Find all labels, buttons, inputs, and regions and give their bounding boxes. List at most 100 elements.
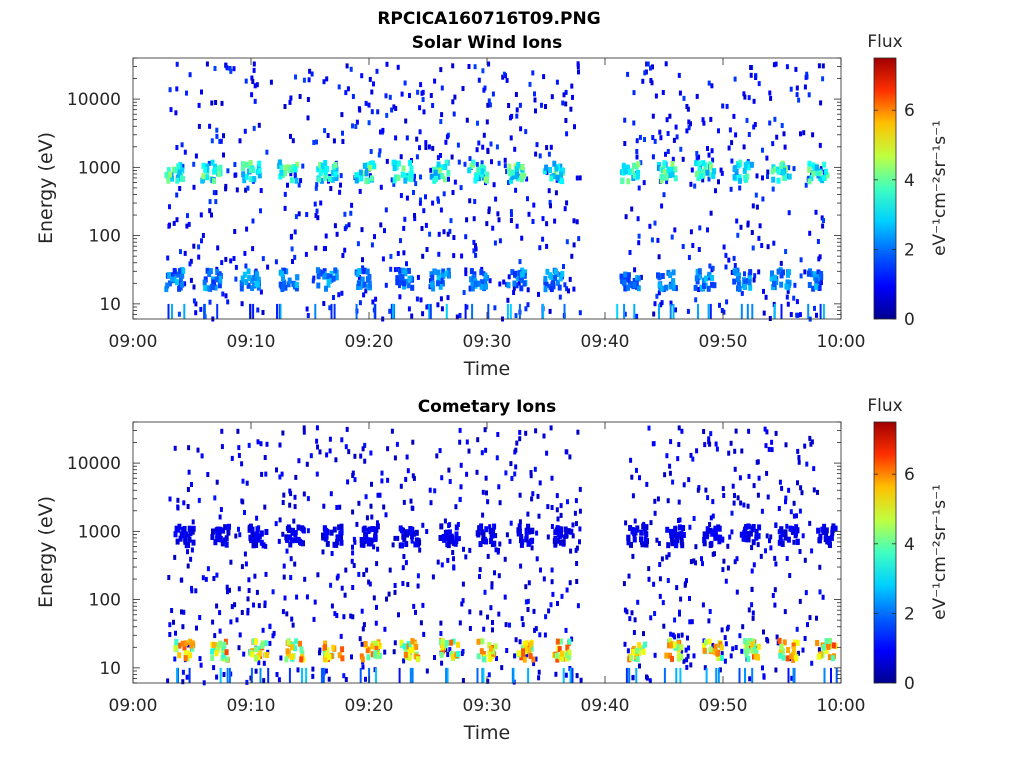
heatmap-cell — [725, 299, 729, 305]
heatmap-cell — [445, 303, 448, 319]
heatmap-cell — [698, 164, 702, 170]
heatmap-cell — [354, 124, 358, 129]
heatmap-cell — [812, 271, 817, 278]
heatmap-cell — [339, 529, 344, 536]
heatmap-cell — [210, 534, 215, 540]
heatmap-cell — [388, 567, 392, 573]
heatmap-cell — [717, 179, 720, 185]
heatmap-cell — [433, 655, 436, 660]
heatmap-cell — [768, 538, 771, 544]
heatmap-cell — [628, 616, 632, 622]
heatmap-cell — [565, 200, 569, 206]
heatmap-cell — [341, 253, 345, 258]
heatmap-cell — [724, 264, 728, 270]
heatmap-cell — [636, 216, 640, 222]
heatmap-cell — [538, 632, 542, 638]
heatmap-cell — [633, 617, 637, 623]
heatmap-cell — [442, 176, 447, 183]
heatmap-cell — [452, 111, 456, 117]
heatmap-cell — [624, 520, 628, 526]
heatmap-cell — [278, 474, 282, 480]
heatmap-cell — [374, 296, 378, 302]
heatmap-cell — [293, 561, 297, 567]
heatmap-cell — [728, 127, 732, 133]
heatmap-cell — [217, 171, 222, 178]
heatmap-cell — [702, 647, 707, 654]
heatmap-cell — [666, 166, 671, 173]
heatmap-cell — [190, 547, 194, 553]
heatmap-cell — [526, 196, 529, 202]
heatmap-cell — [216, 303, 219, 319]
heatmap-cell — [436, 173, 441, 180]
heatmap-cell — [411, 439, 415, 445]
heatmap-cell — [185, 674, 189, 680]
heatmap-cell — [324, 533, 329, 540]
heatmap-cell — [672, 137, 676, 143]
heatmap-cell — [336, 573, 340, 579]
heatmap-cell — [685, 578, 688, 584]
heatmap-cell — [419, 620, 423, 626]
heatmap-cell — [403, 216, 407, 222]
heatmap-cell — [431, 285, 436, 292]
heatmap-cell — [677, 425, 681, 431]
heatmap-cell — [637, 233, 641, 239]
heatmap-cell — [287, 167, 292, 174]
heatmap-cell — [280, 270, 285, 277]
heatmap-cell — [738, 633, 742, 639]
y-tick-label: 100 — [89, 591, 121, 611]
heatmap-cell — [520, 235, 524, 241]
heatmap-cell — [451, 550, 455, 555]
heatmap-cell — [779, 260, 783, 266]
heatmap-cell — [559, 512, 563, 518]
heatmap-cell — [253, 573, 257, 579]
heatmap-cell — [784, 495, 788, 501]
heatmap-cell — [545, 145, 549, 151]
heatmap-cell — [623, 641, 627, 647]
heatmap-cell — [534, 428, 538, 434]
heatmap-cell — [794, 530, 798, 537]
heatmap-cell — [707, 436, 711, 442]
heatmap-cell — [526, 287, 530, 293]
heatmap-cell — [649, 65, 652, 71]
heatmap-cell — [277, 538, 281, 544]
heatmap-cell — [268, 623, 272, 629]
heatmap-cell — [657, 254, 661, 260]
heatmap-cell — [478, 541, 483, 548]
heatmap-cell — [188, 530, 193, 537]
heatmap-cell — [810, 271, 815, 278]
heatmap-cell — [447, 272, 451, 279]
heatmap-cell — [558, 539, 563, 546]
heatmap-cell — [412, 603, 416, 609]
heatmap-cell — [281, 500, 285, 505]
heatmap-cell — [458, 313, 462, 318]
heatmap-cell — [175, 86, 179, 92]
heatmap-cell — [340, 437, 344, 443]
heatmap-cell — [242, 177, 247, 184]
heatmap-cell — [686, 635, 689, 641]
heatmap-cell — [222, 641, 227, 648]
heatmap-cell — [803, 636, 807, 641]
heatmap-cell — [559, 171, 564, 178]
heatmap-cell — [263, 504, 267, 510]
heatmap-cell — [757, 81, 761, 87]
heatmap-cell — [322, 667, 325, 683]
figure-title: RPCICA160716T09.PNG — [377, 9, 600, 29]
heatmap-cell — [363, 458, 367, 464]
heatmap-cell — [731, 483, 735, 489]
heatmap-cell — [803, 84, 807, 90]
heatmap-cell — [237, 586, 241, 592]
heatmap-cell — [488, 524, 492, 530]
y-tick-label: 10000 — [67, 454, 121, 474]
heatmap-cell — [579, 677, 583, 683]
heatmap-cell — [213, 539, 218, 546]
x-tick-label: 09:20 — [345, 332, 394, 352]
heatmap-cell — [377, 152, 381, 158]
heatmap-cell — [371, 526, 376, 532]
heatmap-cell — [754, 73, 758, 79]
heatmap-cell — [322, 301, 326, 306]
heatmap-cell — [497, 573, 501, 579]
heatmap-cell — [312, 616, 316, 622]
heatmap-cell — [433, 488, 437, 494]
heatmap-cell — [630, 610, 634, 616]
heatmap-cell — [400, 274, 405, 281]
